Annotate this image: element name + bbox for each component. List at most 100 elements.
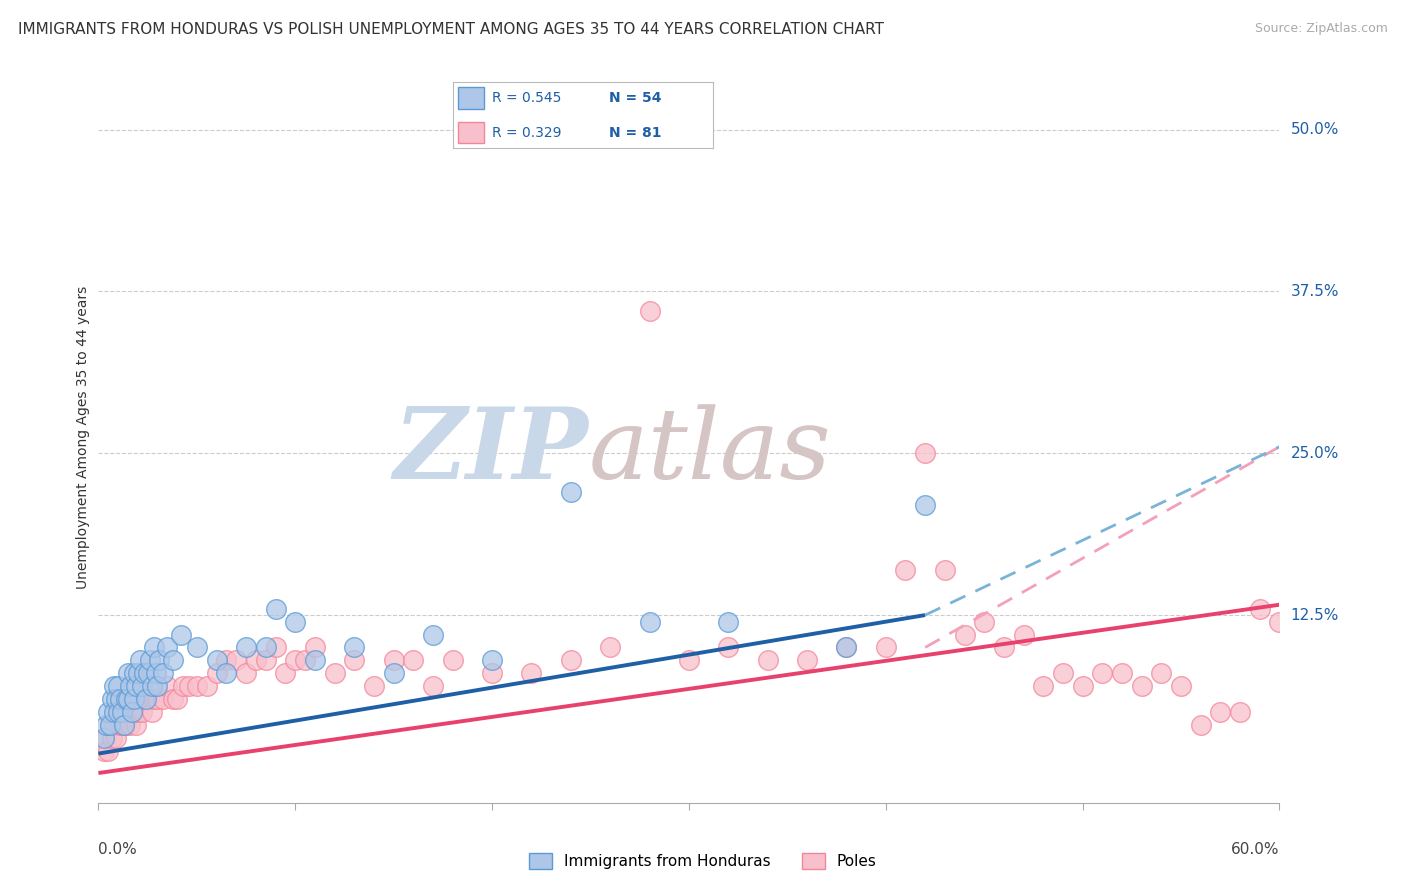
Point bbox=[638, 615, 661, 629]
Point bbox=[122, 692, 145, 706]
Point bbox=[953, 627, 976, 641]
Point bbox=[131, 705, 153, 719]
Point bbox=[422, 679, 444, 693]
Point bbox=[284, 615, 307, 629]
Point bbox=[152, 692, 174, 706]
Point bbox=[1268, 615, 1291, 629]
Text: Source: ZipAtlas.com: Source: ZipAtlas.com bbox=[1254, 22, 1388, 36]
Point bbox=[93, 744, 115, 758]
Point bbox=[128, 653, 150, 667]
Point bbox=[115, 718, 138, 732]
Point bbox=[132, 666, 155, 681]
Point bbox=[141, 705, 163, 719]
Point bbox=[195, 679, 218, 693]
Point bbox=[894, 563, 917, 577]
Point bbox=[98, 718, 121, 732]
Text: IMMIGRANTS FROM HONDURAS VS POLISH UNEMPLOYMENT AMONG AGES 35 TO 44 YEARS CORREL: IMMIGRANTS FROM HONDURAS VS POLISH UNEMP… bbox=[18, 22, 884, 37]
Point bbox=[481, 653, 503, 667]
Point bbox=[1249, 601, 1271, 615]
Point bbox=[717, 615, 740, 629]
Text: 60.0%: 60.0% bbox=[1232, 842, 1279, 856]
Point bbox=[115, 692, 138, 706]
Point bbox=[107, 679, 129, 693]
Point bbox=[146, 679, 169, 693]
Point bbox=[127, 666, 149, 681]
Legend: Immigrants from Honduras, Poles: Immigrants from Honduras, Poles bbox=[523, 847, 883, 875]
Point bbox=[96, 718, 118, 732]
Point bbox=[121, 705, 143, 719]
Point bbox=[835, 640, 858, 655]
Point bbox=[107, 705, 129, 719]
Point bbox=[118, 679, 141, 693]
Point bbox=[101, 731, 124, 745]
Point bbox=[678, 653, 700, 667]
Point bbox=[111, 705, 134, 719]
Point bbox=[136, 666, 159, 681]
Point bbox=[294, 653, 316, 667]
Point bbox=[112, 705, 135, 719]
Text: 0.0%: 0.0% bbox=[98, 842, 138, 856]
Point bbox=[796, 653, 818, 667]
Point bbox=[225, 653, 247, 667]
Text: 50.0%: 50.0% bbox=[1291, 122, 1339, 137]
Point bbox=[122, 705, 145, 719]
Point bbox=[186, 640, 208, 655]
Point bbox=[1170, 679, 1192, 693]
Point bbox=[118, 718, 141, 732]
Point bbox=[1150, 666, 1173, 681]
Point bbox=[284, 653, 307, 667]
Point bbox=[103, 718, 125, 732]
Point bbox=[441, 653, 464, 667]
Point bbox=[1052, 666, 1074, 681]
Point bbox=[756, 653, 779, 667]
Point bbox=[186, 679, 208, 693]
Point bbox=[264, 640, 287, 655]
Point bbox=[914, 498, 936, 512]
Point bbox=[156, 679, 179, 693]
Point bbox=[135, 692, 157, 706]
Point bbox=[235, 666, 257, 681]
Point bbox=[1111, 666, 1133, 681]
Text: 25.0%: 25.0% bbox=[1291, 446, 1339, 461]
Point bbox=[112, 718, 135, 732]
Point bbox=[162, 692, 184, 706]
Point bbox=[105, 731, 128, 745]
Point bbox=[162, 653, 184, 667]
Point bbox=[142, 640, 165, 655]
Point bbox=[215, 653, 238, 667]
Point bbox=[205, 666, 228, 681]
Point bbox=[1091, 666, 1114, 681]
Point bbox=[875, 640, 897, 655]
Point bbox=[127, 705, 149, 719]
Point bbox=[108, 692, 131, 706]
Point bbox=[170, 627, 193, 641]
Point bbox=[125, 679, 148, 693]
Point bbox=[103, 679, 125, 693]
Point bbox=[254, 653, 277, 667]
Point bbox=[363, 679, 385, 693]
Point bbox=[973, 615, 995, 629]
Point bbox=[148, 653, 170, 667]
Y-axis label: Unemployment Among Ages 35 to 44 years: Unemployment Among Ages 35 to 44 years bbox=[76, 285, 90, 589]
Point bbox=[1130, 679, 1153, 693]
Point bbox=[117, 692, 139, 706]
Point bbox=[131, 679, 153, 693]
Point bbox=[560, 485, 582, 500]
Point bbox=[264, 601, 287, 615]
Point bbox=[132, 692, 155, 706]
Point bbox=[156, 640, 179, 655]
Point bbox=[172, 679, 194, 693]
Point bbox=[145, 666, 167, 681]
Point bbox=[125, 718, 148, 732]
Point bbox=[382, 653, 405, 667]
Point bbox=[481, 666, 503, 681]
Point bbox=[107, 705, 129, 719]
Point bbox=[560, 653, 582, 667]
Point bbox=[97, 705, 120, 719]
Point bbox=[96, 731, 118, 745]
Point bbox=[304, 640, 326, 655]
Point bbox=[599, 640, 621, 655]
Point bbox=[93, 731, 115, 745]
Point bbox=[245, 653, 267, 667]
Point bbox=[97, 744, 120, 758]
